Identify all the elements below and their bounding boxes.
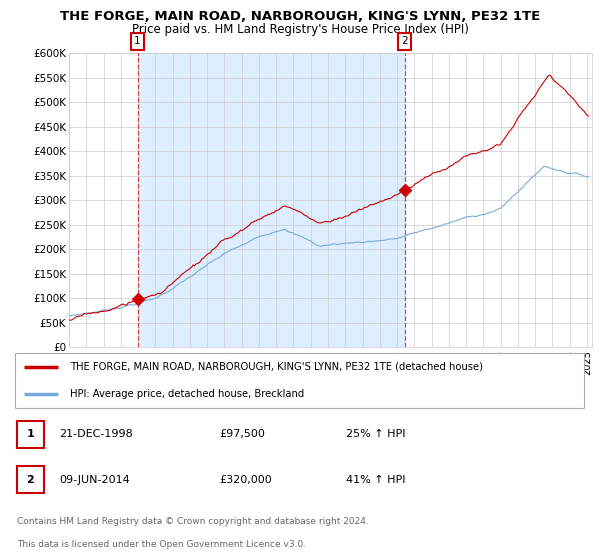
Text: 21-DEC-1998: 21-DEC-1998 [59, 429, 133, 439]
FancyBboxPatch shape [17, 421, 44, 448]
Text: £320,000: £320,000 [220, 474, 272, 484]
Text: Price paid vs. HM Land Registry's House Price Index (HPI): Price paid vs. HM Land Registry's House … [131, 23, 469, 36]
Text: Contains HM Land Registry data © Crown copyright and database right 2024.: Contains HM Land Registry data © Crown c… [17, 517, 368, 526]
Text: 2: 2 [26, 474, 34, 484]
FancyBboxPatch shape [15, 353, 584, 408]
Bar [137, 53, 404, 347]
Text: 41% ↑ HPI: 41% ↑ HPI [346, 474, 406, 484]
Text: 25% ↑ HPI: 25% ↑ HPI [346, 429, 406, 439]
Text: THE FORGE, MAIN ROAD, NARBOROUGH, KING'S LYNN, PE32 1TE (detached house): THE FORGE, MAIN ROAD, NARBOROUGH, KING'S… [70, 362, 482, 372]
Text: HPI: Average price, detached house, Breckland: HPI: Average price, detached house, Brec… [70, 389, 304, 399]
Text: This data is licensed under the Open Government Licence v3.0.: This data is licensed under the Open Gov… [17, 540, 306, 549]
Text: THE FORGE, MAIN ROAD, NARBOROUGH, KING'S LYNN, PE32 1TE: THE FORGE, MAIN ROAD, NARBOROUGH, KING'S… [60, 10, 540, 22]
FancyBboxPatch shape [17, 466, 44, 493]
Text: 1: 1 [26, 429, 34, 439]
Text: £97,500: £97,500 [220, 429, 265, 439]
Text: 2: 2 [401, 36, 408, 46]
Text: 09-JUN-2014: 09-JUN-2014 [59, 474, 130, 484]
Text: 1: 1 [134, 36, 141, 46]
